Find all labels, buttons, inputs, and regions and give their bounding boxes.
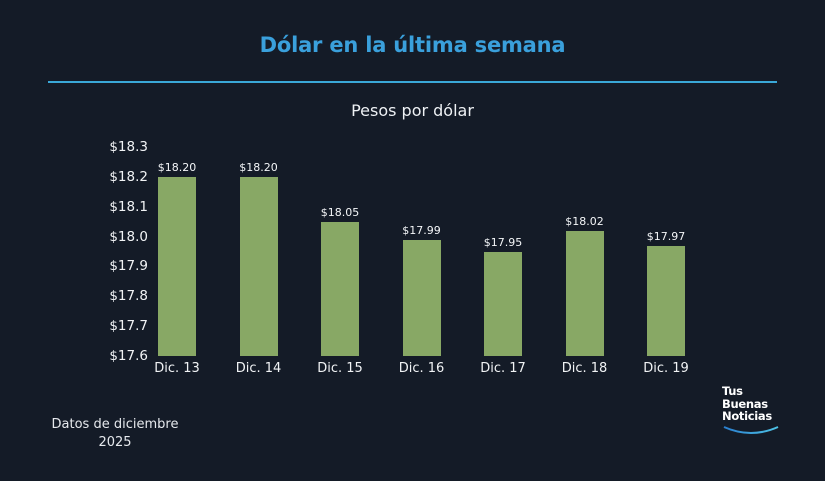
bar-value-label: $18.05 bbox=[320, 205, 360, 219]
y-axis-tick-label: $18.0 bbox=[109, 228, 148, 245]
x-axis-tick-label: Dic. 17 bbox=[480, 361, 526, 376]
y-axis-tick-label: $17.9 bbox=[109, 258, 148, 275]
bar-value-label: $18.20 bbox=[239, 160, 278, 174]
bar-value-label: $17.97 bbox=[646, 229, 686, 243]
bar bbox=[484, 251, 522, 356]
bar bbox=[565, 230, 604, 356]
chart-title: Dólar en la última semana bbox=[259, 33, 566, 57]
y-axis-tick-label: $18.2 bbox=[109, 168, 148, 185]
logo-line-2: Buenas bbox=[722, 396, 768, 411]
y-axis-tick-label: $17.8 bbox=[109, 288, 148, 305]
bar-value-label: $17.95 bbox=[483, 235, 523, 249]
x-axis-tick-label: Dic. 19 bbox=[643, 361, 689, 376]
bar bbox=[158, 176, 196, 356]
bar bbox=[647, 245, 685, 356]
bar bbox=[321, 221, 359, 356]
x-axis-tick-label: Dic. 16 bbox=[398, 361, 445, 376]
chart-subtitle: Pesos por dólar bbox=[351, 101, 474, 120]
x-axis-tick-label: Dic. 14 bbox=[235, 361, 282, 376]
bar bbox=[402, 239, 441, 356]
note-line-2: 2025 bbox=[98, 435, 132, 450]
bar bbox=[239, 176, 278, 356]
y-axis-tick-label: $18.3 bbox=[109, 139, 148, 155]
x-axis-tick-label: Dic. 13 bbox=[154, 361, 200, 376]
y-axis-tick-label: $18.1 bbox=[109, 198, 148, 215]
note-line-1: Datos de diciembre bbox=[51, 417, 179, 432]
bar-value-label: $18.20 bbox=[157, 160, 197, 174]
x-axis-tick-label: Dic. 18 bbox=[561, 361, 608, 376]
title-divider bbox=[48, 81, 777, 83]
tus-buenas-noticias-logo: Tus Buenas Noticias bbox=[722, 385, 782, 435]
logo-line-1: Tus bbox=[722, 384, 743, 398]
bar-value-label: $17.99 bbox=[402, 223, 441, 237]
y-axis-tick-label: $17.6 bbox=[109, 348, 148, 364]
data-source-note: Datos de diciembre 2025 bbox=[40, 416, 190, 452]
logo-smile-arc-icon bbox=[723, 425, 779, 434]
y-axis-tick-label: $17.7 bbox=[109, 318, 148, 335]
bar-value-label: $18.02 bbox=[565, 214, 604, 228]
x-axis-tick-label: Dic. 15 bbox=[317, 361, 363, 376]
logo-line-3: Noticias bbox=[722, 409, 772, 423]
